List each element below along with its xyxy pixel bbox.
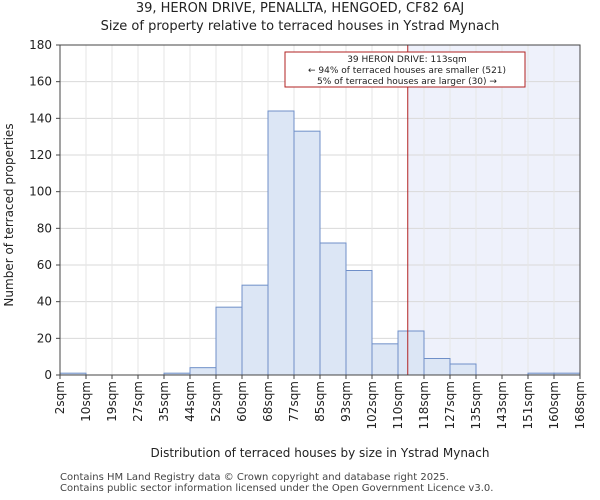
x-tick-labels: 2sqm 10sqm 19sqm 27sqm 35sqm 44sqm 52sqm 60sqm 6… bbox=[53, 375, 587, 429]
footer-line-1: Contains HM Land Registry data © Crown c… bbox=[60, 472, 449, 483]
x-tick-label: 68sqm bbox=[261, 381, 275, 422]
y-tick-label: 20 bbox=[37, 331, 52, 345]
x-tick-label: 127sqm bbox=[443, 381, 457, 429]
larger-region-highlight bbox=[407, 45, 580, 375]
x-tick-label: 85sqm bbox=[313, 381, 327, 422]
bar-93sqm bbox=[345, 270, 373, 376]
x-tick-label: 2sqm bbox=[53, 381, 67, 414]
x-tick-label: 135sqm bbox=[469, 381, 483, 429]
y-tick-label: 60 bbox=[37, 258, 52, 272]
annotation-line-3: 5% of terraced houses are larger (30) → bbox=[317, 77, 497, 87]
y-tick-label: 140 bbox=[29, 111, 52, 125]
x-tick-label: 143sqm bbox=[495, 381, 509, 429]
bar-60sqm bbox=[241, 284, 269, 376]
y-tick-label: 80 bbox=[37, 221, 52, 235]
annotation-line-2: ← 94% of terraced houses are smaller (52… bbox=[308, 66, 506, 76]
bar-102sqm bbox=[371, 343, 399, 376]
y-tick-labels: 0 20 40 60 80 100 120 140 160 180 bbox=[29, 38, 60, 382]
y-tick-label: 160 bbox=[29, 75, 52, 89]
x-tick-label: 19sqm bbox=[105, 381, 119, 422]
annotation-line-1: 39 HERON DRIVE: 113sqm bbox=[347, 55, 467, 65]
x-tick-label: 77sqm bbox=[287, 381, 301, 422]
bar-44sqm bbox=[189, 367, 217, 376]
footer-line-2: Contains public sector information licen… bbox=[60, 483, 494, 494]
x-tick-label: 118sqm bbox=[417, 381, 431, 429]
y-tick-label: 120 bbox=[29, 148, 52, 162]
annotation-box: 39 HERON DRIVE: 113sqm ← 94% of terraced… bbox=[284, 51, 526, 88]
bar-52sqm bbox=[215, 306, 243, 376]
chart-title: 39, HERON DRIVE, PENALLTA, HENGOED, CF82… bbox=[135, 1, 465, 16]
x-tick-label: 151sqm bbox=[521, 381, 535, 429]
bar-127sqm bbox=[449, 363, 477, 376]
y-tick-label: 180 bbox=[29, 38, 52, 52]
bar-68sqm bbox=[267, 110, 295, 376]
x-tick-label: 168sqm bbox=[573, 381, 587, 429]
x-tick-label: 160sqm bbox=[547, 381, 561, 429]
x-tick-label: 35sqm bbox=[157, 381, 171, 422]
bar-77sqm bbox=[293, 130, 321, 376]
y-tick-label: 0 bbox=[44, 368, 52, 382]
x-axis-label: Distribution of terraced houses by size … bbox=[151, 446, 490, 460]
x-tick-label: 102sqm bbox=[365, 381, 379, 429]
bar-118sqm bbox=[423, 358, 451, 376]
bars-group bbox=[59, 110, 581, 376]
y-axis-label: Number of terraced properties bbox=[2, 123, 16, 306]
bar-85sqm bbox=[319, 242, 347, 376]
bar-110sqm bbox=[397, 330, 425, 376]
x-tick-label: 10sqm bbox=[79, 381, 93, 422]
y-tick-label: 100 bbox=[29, 185, 52, 199]
x-tick-label: 27sqm bbox=[131, 381, 145, 422]
chart-subtitle: Size of property relative to terraced ho… bbox=[100, 19, 500, 34]
x-tick-label: 110sqm bbox=[391, 381, 405, 429]
x-tick-label: 60sqm bbox=[235, 381, 249, 422]
x-tick-label: 93sqm bbox=[339, 381, 353, 422]
x-tick-label: 44sqm bbox=[183, 381, 197, 422]
x-tick-label: 52sqm bbox=[209, 381, 223, 422]
y-tick-label: 40 bbox=[37, 295, 52, 309]
